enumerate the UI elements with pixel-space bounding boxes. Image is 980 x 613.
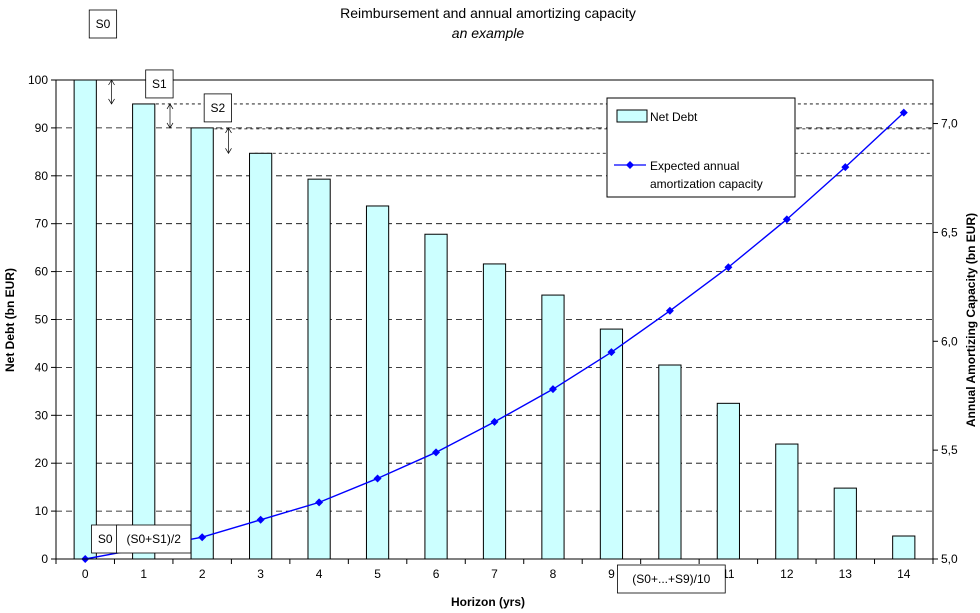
- annotation-label: (S0+S1)/2: [127, 532, 182, 546]
- x-tick-label: 4: [316, 567, 323, 581]
- line-marker: [782, 215, 791, 224]
- x-tick-label: 13: [839, 567, 853, 581]
- annotation-box: [145, 69, 174, 99]
- bar-net-debt: [132, 103, 156, 560]
- annotation-box: [617, 564, 726, 594]
- x-axis-title: Horizon (yrs): [451, 595, 525, 609]
- annotation-label: (S0+...+S9)/10: [632, 572, 710, 586]
- bar-net-debt: [365, 205, 390, 560]
- annotation-label: S2: [211, 101, 226, 115]
- x-tick-label: 3: [257, 567, 264, 581]
- line-marker: [607, 348, 616, 357]
- x-tick-label: 5: [374, 567, 381, 581]
- bar-net-debt: [482, 263, 507, 560]
- y-tick-label: 40: [35, 360, 49, 374]
- line-marker: [665, 306, 674, 315]
- y-tick-label: 20: [35, 456, 49, 470]
- bar-net-debt: [892, 535, 916, 560]
- step-arrow-head: [166, 122, 174, 129]
- x-tick-label: 1: [140, 567, 147, 581]
- legend-label-capacity-line1: Expected annual: [650, 159, 739, 173]
- bar-net-debt: [424, 233, 448, 560]
- y-tick-label: 30: [35, 408, 49, 422]
- y-tick-label: 60: [35, 265, 49, 279]
- x-tick-label: 6: [433, 567, 440, 581]
- x-axis-ticks: 01234567891011121314: [55, 559, 934, 581]
- bar-net-debt: [716, 402, 740, 560]
- x-tick-label: 7: [491, 567, 498, 581]
- y-axis-left-ticks: 0 10 20 30 40 50 60 70 80 90 100: [28, 73, 56, 566]
- annotation-box: [203, 93, 232, 123]
- x-tick-label: 0: [82, 567, 89, 581]
- y-tick-label: 50: [35, 313, 49, 327]
- legend-swatch-net-debt: [616, 109, 648, 123]
- annotations: S0 S1 S2 S0 (S0+S1)/2 (S0+...+S9)/10: [88, 9, 726, 594]
- step-arrow-head: [108, 98, 115, 105]
- bar-net-debt: [73, 79, 97, 560]
- y-tick-label: 0: [41, 552, 48, 566]
- bars: [73, 79, 916, 560]
- legend-label-net-debt: Net Debt: [650, 110, 698, 124]
- bar-net-debt: [599, 328, 624, 560]
- legend-label-capacity-line2: amortization capacity: [650, 177, 763, 191]
- y-tick-label: 80: [35, 169, 49, 183]
- y-tick-label: 90: [35, 121, 49, 135]
- annotation-box: [116, 524, 192, 554]
- y-tick-label: 10: [35, 504, 49, 518]
- line-series: [81, 108, 908, 563]
- line-marker: [899, 108, 908, 117]
- y2-tick-label: 5,5: [941, 443, 958, 457]
- y2-axis-title: Annual Amortizing Capacity (bn EUR): [964, 213, 978, 427]
- x-tick-label: 2: [199, 567, 206, 581]
- y2-tick-label: 6,0: [941, 334, 958, 348]
- bar-net-debt: [541, 294, 565, 560]
- bar-net-debt: [190, 127, 214, 560]
- legend: Net Debt Expected annual amortization ca…: [606, 97, 796, 198]
- x-tick-label: 9: [608, 567, 615, 581]
- bar-net-debt: [833, 487, 857, 560]
- bar-net-debt: [658, 364, 682, 560]
- line-marker: [432, 448, 441, 457]
- legend-marker-capacity: [626, 161, 634, 169]
- line-marker: [256, 515, 265, 524]
- y-tick-label: 70: [35, 217, 49, 231]
- line-marker: [548, 385, 557, 394]
- annotation-label: S0: [96, 17, 111, 31]
- reference-lines: [108, 79, 933, 154]
- bar-net-debt: [775, 443, 799, 560]
- annotation-label: S0: [98, 532, 113, 546]
- annotation-label: S1: [152, 77, 167, 91]
- step-arrow-head: [225, 127, 232, 134]
- line-marker: [724, 263, 733, 272]
- x-tick-label: 14: [897, 567, 911, 581]
- line-marker: [490, 417, 499, 426]
- step-arrow-head: [225, 148, 232, 154]
- y2-tick-label: 6,5: [941, 225, 958, 239]
- y-axis-title: Net Debt (bn EUR): [3, 268, 17, 372]
- line-marker: [373, 474, 382, 483]
- y2-tick-label: 5,0: [941, 552, 958, 566]
- line-marker: [315, 498, 324, 507]
- y-tick-label: 100: [28, 73, 48, 87]
- x-tick-label: 12: [780, 567, 794, 581]
- x-tick-label: 8: [550, 567, 557, 581]
- annotation-box: [88, 9, 118, 39]
- line-marker: [198, 533, 207, 542]
- chart-title: Reimbursement and annual amortizing capa…: [340, 5, 636, 21]
- bar-net-debt: [249, 152, 273, 560]
- y-axis-right-ticks: 5,0 5,5 6,0 6,5 7,0: [933, 117, 958, 566]
- y2-tick-label: 7,0: [941, 117, 958, 131]
- chart-subtitle: an example: [452, 25, 525, 41]
- line-marker: [841, 163, 850, 172]
- step-arrow-head: [166, 103, 174, 110]
